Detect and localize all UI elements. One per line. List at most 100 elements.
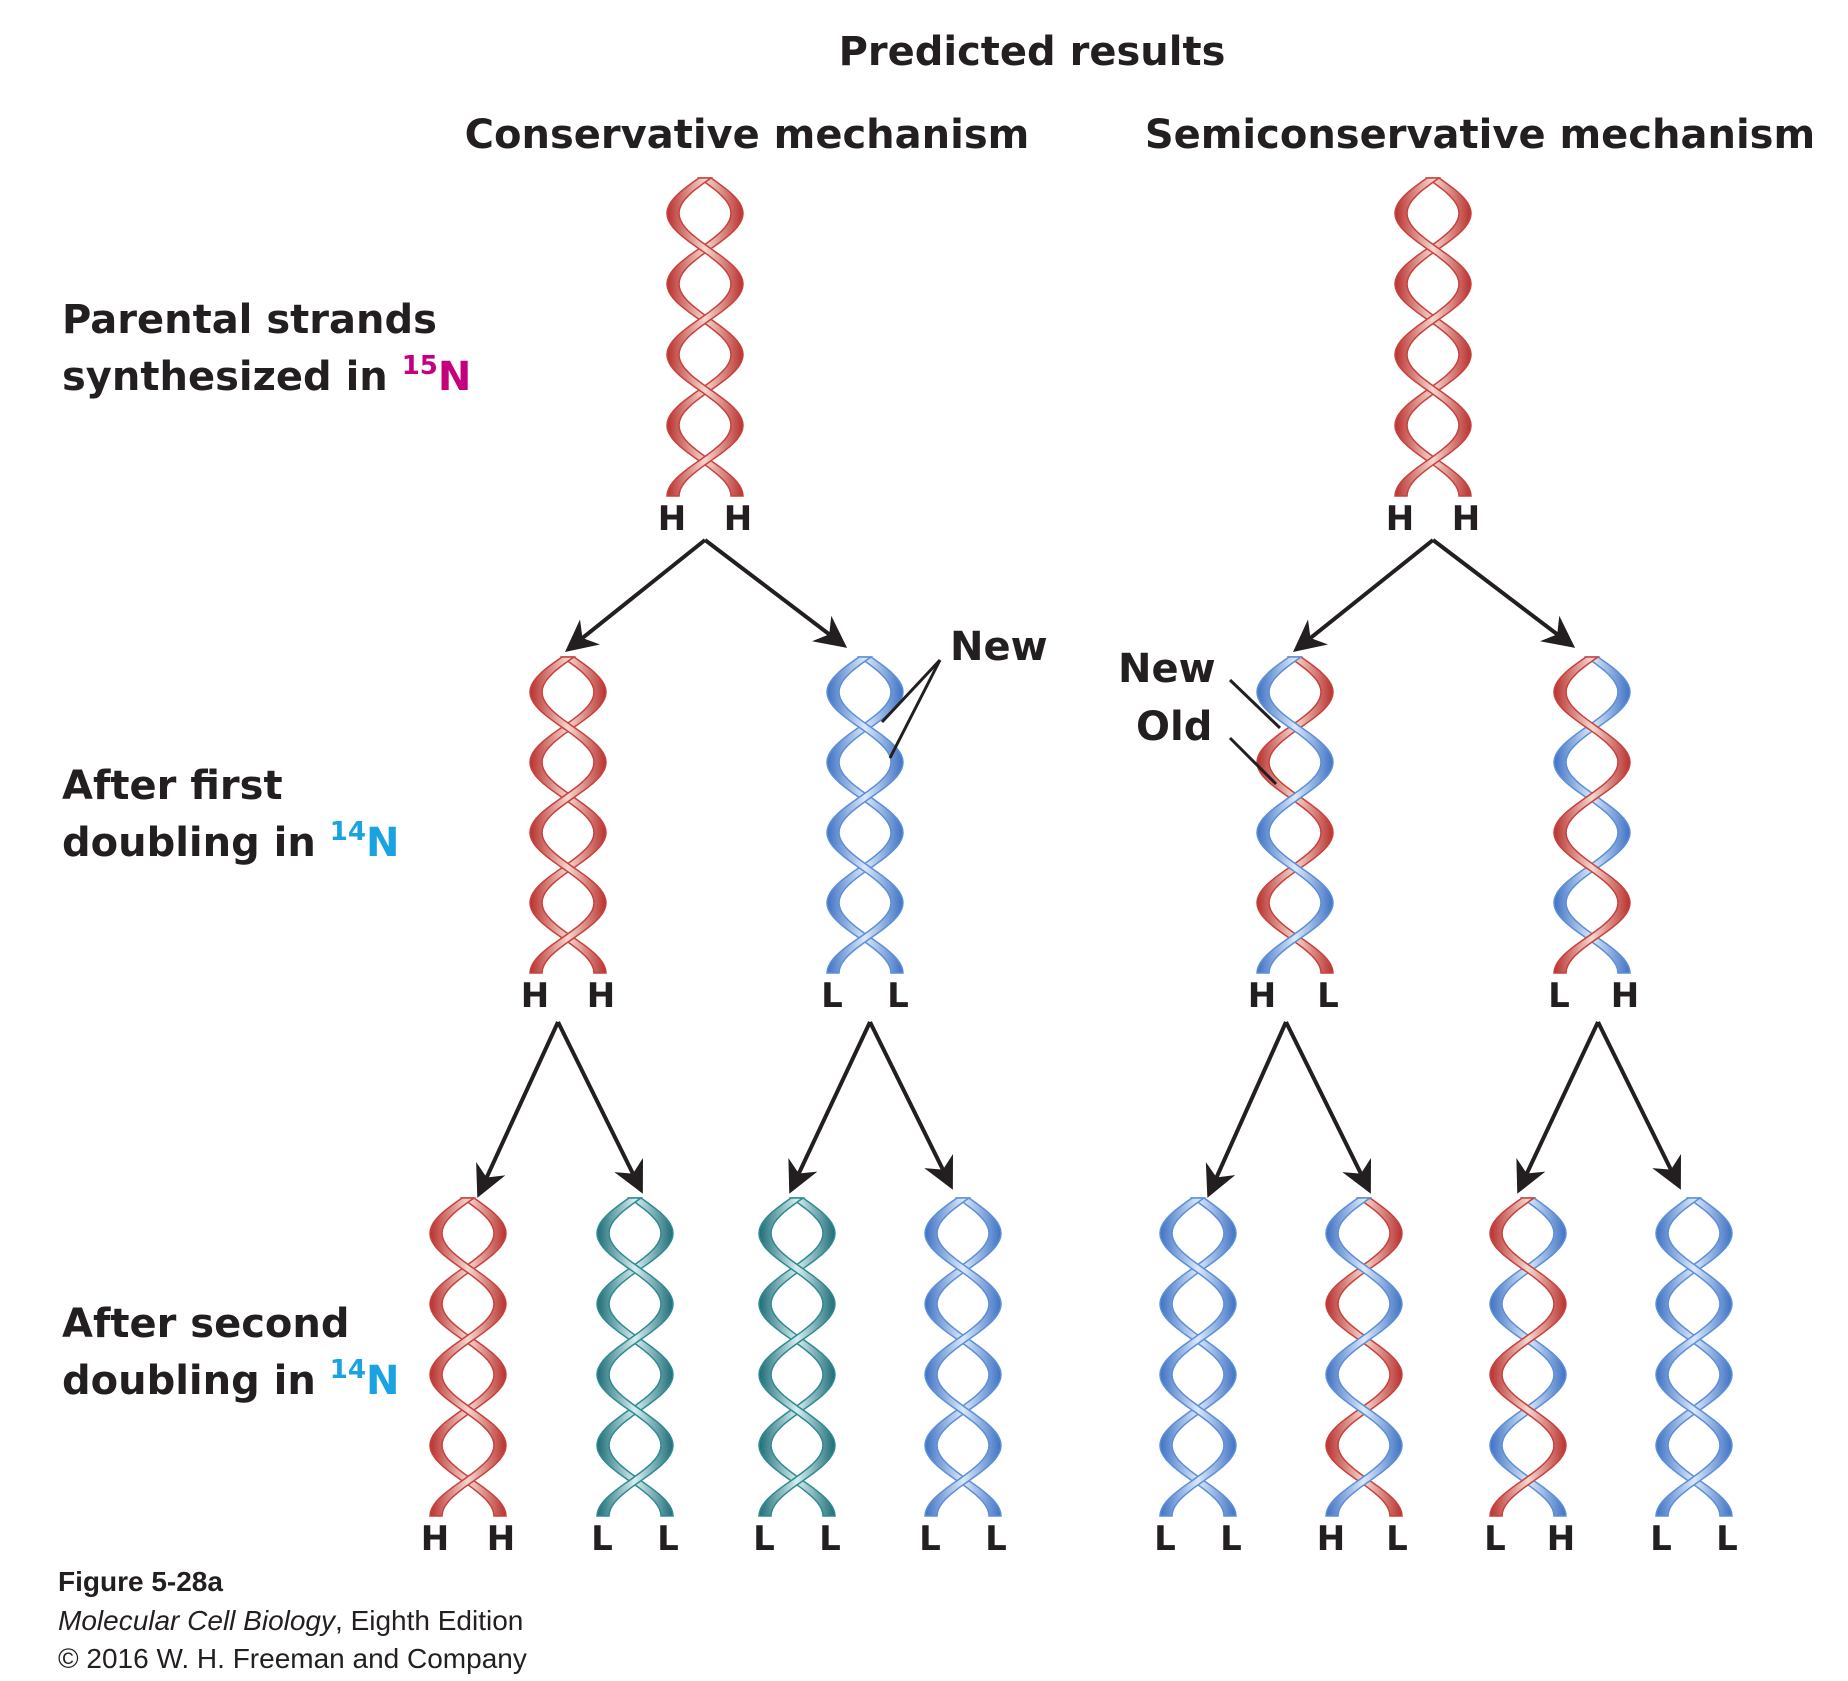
strand-density-label: H bbox=[521, 976, 549, 1016]
strand-density-label: H bbox=[1547, 1519, 1575, 1559]
dna-strand-light bbox=[1655, 1197, 1733, 1517]
dna-strand-light bbox=[1655, 1197, 1733, 1517]
strand-density-label: L bbox=[919, 1519, 941, 1559]
arrow bbox=[556, 1021, 644, 1194]
strand-density-label: L bbox=[1317, 976, 1339, 1016]
dna-strand-light bbox=[826, 656, 904, 974]
dna-strand-heavy bbox=[1256, 656, 1334, 974]
svg-text:doubling in 14N: doubling in 14N bbox=[62, 817, 399, 866]
svg-text:New: New bbox=[950, 624, 1048, 670]
dna-strand-heavy bbox=[429, 1197, 507, 1517]
strand-density-label: L bbox=[657, 1519, 679, 1559]
copyright: © 2016 W. H. Freeman and Company bbox=[58, 1643, 527, 1674]
book-citation: Molecular Cell Biology, Eighth Edition bbox=[58, 1605, 523, 1636]
strand-density-label: L bbox=[753, 1519, 775, 1559]
strand-density-label: L bbox=[819, 1519, 841, 1559]
annotation-new-conservative: New bbox=[880, 624, 1048, 759]
dna-strand-teal bbox=[758, 1197, 836, 1517]
strand-density-label: H bbox=[1386, 499, 1414, 539]
strand-density-label: L bbox=[1716, 1519, 1738, 1559]
arrow bbox=[1284, 1021, 1372, 1194]
row-label-parental: Parental strands synthesized in 15N bbox=[62, 297, 471, 400]
dna-strand-light bbox=[1489, 1197, 1567, 1517]
arrow bbox=[1596, 1021, 1682, 1190]
arrow bbox=[868, 1021, 954, 1190]
dna-strand-light bbox=[1159, 1197, 1237, 1517]
strand-density-label: L bbox=[1548, 976, 1570, 1016]
svg-text:New: New bbox=[1118, 646, 1216, 692]
strand-density-label: L bbox=[887, 976, 909, 1016]
strand-density-label: H bbox=[1611, 976, 1639, 1016]
dna-strand-light bbox=[924, 1197, 1002, 1517]
strand-density-label: H bbox=[587, 976, 615, 1016]
figure-number: Figure 5-28a bbox=[58, 1566, 223, 1597]
dna-strand-heavy bbox=[529, 656, 607, 974]
svg-text:synthesized in 15N: synthesized in 15N bbox=[62, 351, 471, 400]
strand-density-label: L bbox=[1484, 1519, 1506, 1559]
strand-density-label: L bbox=[821, 976, 843, 1016]
arrow bbox=[476, 1021, 560, 1198]
dna-strand-light bbox=[1325, 1197, 1403, 1517]
strand-density-label: H bbox=[724, 499, 752, 539]
arrow bbox=[788, 1021, 872, 1194]
strand-density-label: H bbox=[421, 1519, 449, 1559]
strand-density-label: L bbox=[591, 1519, 613, 1559]
column-header-conservative: Conservative mechanism bbox=[465, 112, 1030, 158]
strand-density-label: L bbox=[1220, 1519, 1242, 1559]
dna-strand-light bbox=[1256, 656, 1334, 974]
dna-strand-light bbox=[924, 1197, 1002, 1517]
dna-strand-teal bbox=[596, 1197, 674, 1517]
strand-density-label: L bbox=[1650, 1519, 1672, 1559]
column-header-semiconservative: Semiconservative mechanism bbox=[1145, 112, 1815, 158]
strand-density-label: H bbox=[1248, 976, 1276, 1016]
annotation-old-semi: Old bbox=[1136, 704, 1278, 786]
strand-density-label: H bbox=[1317, 1519, 1345, 1559]
dna-strand-heavy bbox=[666, 177, 744, 497]
dna-strand-teal bbox=[758, 1197, 836, 1517]
dna-strand-heavy bbox=[666, 177, 744, 497]
row-label-first-doubling: After first doubling in 14N bbox=[62, 763, 399, 866]
dna-strand-light bbox=[1159, 1197, 1237, 1517]
svg-text:After first: After first bbox=[62, 763, 283, 809]
dna-strand-heavy bbox=[429, 1197, 507, 1517]
dna-strand-light bbox=[1553, 656, 1631, 974]
strand-density-label: L bbox=[1154, 1519, 1176, 1559]
dna-strand-teal bbox=[596, 1197, 674, 1517]
dna-strand-heavy bbox=[1325, 1197, 1403, 1517]
strand-density-label: H bbox=[1452, 499, 1480, 539]
svg-text:Parental strands: Parental strands bbox=[62, 297, 437, 343]
dna-strand-heavy bbox=[529, 656, 607, 974]
svg-text:After second: After second bbox=[62, 1301, 350, 1347]
annotation-new-semi: New bbox=[1118, 646, 1282, 730]
svg-text:doubling in 14N: doubling in 14N bbox=[62, 1355, 399, 1404]
dna-strand-heavy bbox=[1394, 177, 1472, 497]
arrow bbox=[565, 538, 707, 652]
strand-density-label: H bbox=[487, 1519, 515, 1559]
svg-text:Old: Old bbox=[1136, 704, 1212, 750]
helix-layer: H H H HH H L L H L L HH H L L L L L L L L H L L H L L bbox=[421, 177, 1738, 1559]
dna-strand-heavy bbox=[1394, 177, 1472, 497]
arrow bbox=[703, 538, 848, 648]
arrow bbox=[1516, 1021, 1600, 1194]
row-label-second-doubling: After second doubling in 14N bbox=[62, 1301, 399, 1404]
dna-strand-heavy bbox=[1489, 1197, 1567, 1517]
arrow bbox=[1293, 538, 1435, 652]
strand-density-label: L bbox=[985, 1519, 1007, 1559]
dna-strand-light bbox=[826, 656, 904, 974]
diagram-title: Predicted results bbox=[839, 29, 1226, 75]
arrows bbox=[476, 538, 1682, 1198]
